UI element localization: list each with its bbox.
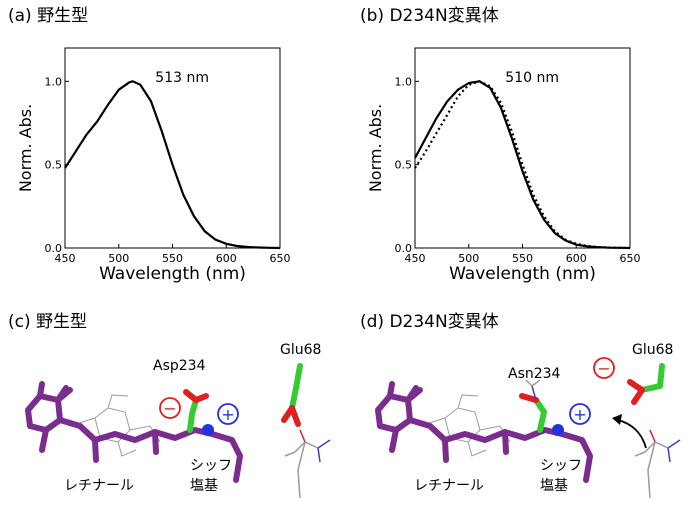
- x-axis-label: Wavelength (nm): [99, 264, 246, 284]
- spectrum-line-solid: [414, 80, 631, 250]
- minus-sign: −: [597, 359, 610, 378]
- retinal-label: レチナール: [64, 478, 134, 494]
- y-axis-label: Norm. Abs.: [366, 104, 385, 192]
- plus-sign: +: [573, 405, 586, 424]
- y-tick-label: 0.5: [45, 159, 63, 172]
- schiff-label-1: シッフ: [540, 458, 582, 474]
- x-tick-label: 600: [566, 252, 587, 265]
- plus-sign: +: [221, 405, 234, 424]
- minus-sign: −: [163, 399, 176, 418]
- x-tick-label: 650: [270, 252, 291, 265]
- movement-arrow: [617, 419, 647, 449]
- spectrum-line-dotted: [414, 80, 631, 250]
- x-tick-label: 500: [458, 252, 479, 265]
- plus-charge-icon: [569, 403, 591, 425]
- x-tick-label: 450: [405, 252, 426, 265]
- lys-residue: [284, 429, 331, 499]
- y-tick-label: 0.0: [395, 242, 413, 255]
- peak-annotation: 510 nm: [505, 70, 559, 86]
- y-tick-label: 1.0: [395, 75, 413, 88]
- asn234-residue: [519, 393, 547, 433]
- y-axis-label: Norm. Abs.: [16, 104, 35, 192]
- y-tick-label: 0.0: [45, 242, 63, 255]
- x-tick-label: 550: [162, 252, 183, 265]
- x-tick-label: 450: [55, 252, 76, 265]
- retinal-label: レチナール: [414, 478, 484, 494]
- y-tick-label: 1.0: [45, 75, 63, 88]
- schiff-base-nitrogen: [552, 424, 564, 436]
- minus-charge-icon: [593, 357, 615, 379]
- panel-label-c: (c) 野生型: [8, 312, 88, 332]
- panel-label-b: (b) D234N変異体: [360, 6, 499, 26]
- schiff-base-nitrogen: [202, 424, 214, 436]
- spectrum-chart-d234n: 450 500 550 600 650 0.0 0.5 1.0 Wavelength (nm) N…: [366, 47, 641, 284]
- asn234-amide: [525, 379, 541, 401]
- x-tick-label: 650: [620, 252, 641, 265]
- panel-label-d: (d) D234N変異体: [360, 312, 499, 332]
- y-tick-label: 0.5: [395, 159, 413, 172]
- peak-annotation: 513 nm: [155, 70, 209, 86]
- minus-charge-icon: [159, 397, 181, 419]
- residue-label-glu68: Glu68: [632, 342, 673, 358]
- asp234-residue: [183, 389, 209, 433]
- panel-label-a: (a) 野生型: [8, 6, 89, 26]
- plus-charge-icon: [217, 403, 239, 425]
- schiff-label-1: シッフ: [190, 458, 232, 474]
- lys-residue: [634, 429, 681, 499]
- structure-d234n: − + Asn234 Glu68 レチナール シッフ 塩基: [375, 342, 681, 499]
- spectrum-line-solid: [64, 80, 281, 250]
- x-tick-label: 500: [108, 252, 129, 265]
- retinal-chain: [375, 381, 593, 483]
- schiff-label-2: 塩基: [540, 477, 568, 494]
- residue-label-asn234: Asn234: [508, 366, 561, 382]
- x-tick-label: 550: [512, 252, 533, 265]
- glu68-residue: [627, 363, 665, 405]
- schiff-label-2: 塩基: [190, 477, 218, 494]
- arrow-head-icon: [612, 414, 622, 425]
- residue-label-asp234: Asp234: [153, 358, 206, 374]
- retinal-chain: [25, 381, 243, 483]
- glu68-residue: [281, 363, 303, 427]
- structure-wildtype: − + Asp234 Glu68 レチナール シッフ 塩基: [25, 342, 331, 499]
- residue-label-glu68: Glu68: [280, 342, 321, 358]
- x-axis-label: Wavelength (nm): [449, 264, 596, 284]
- spectrum-chart-wildtype: 450 500 550 600 650 0.0 0.5 1.0 Wavelength (nm) N…: [16, 47, 291, 284]
- x-tick-label: 600: [216, 252, 237, 265]
